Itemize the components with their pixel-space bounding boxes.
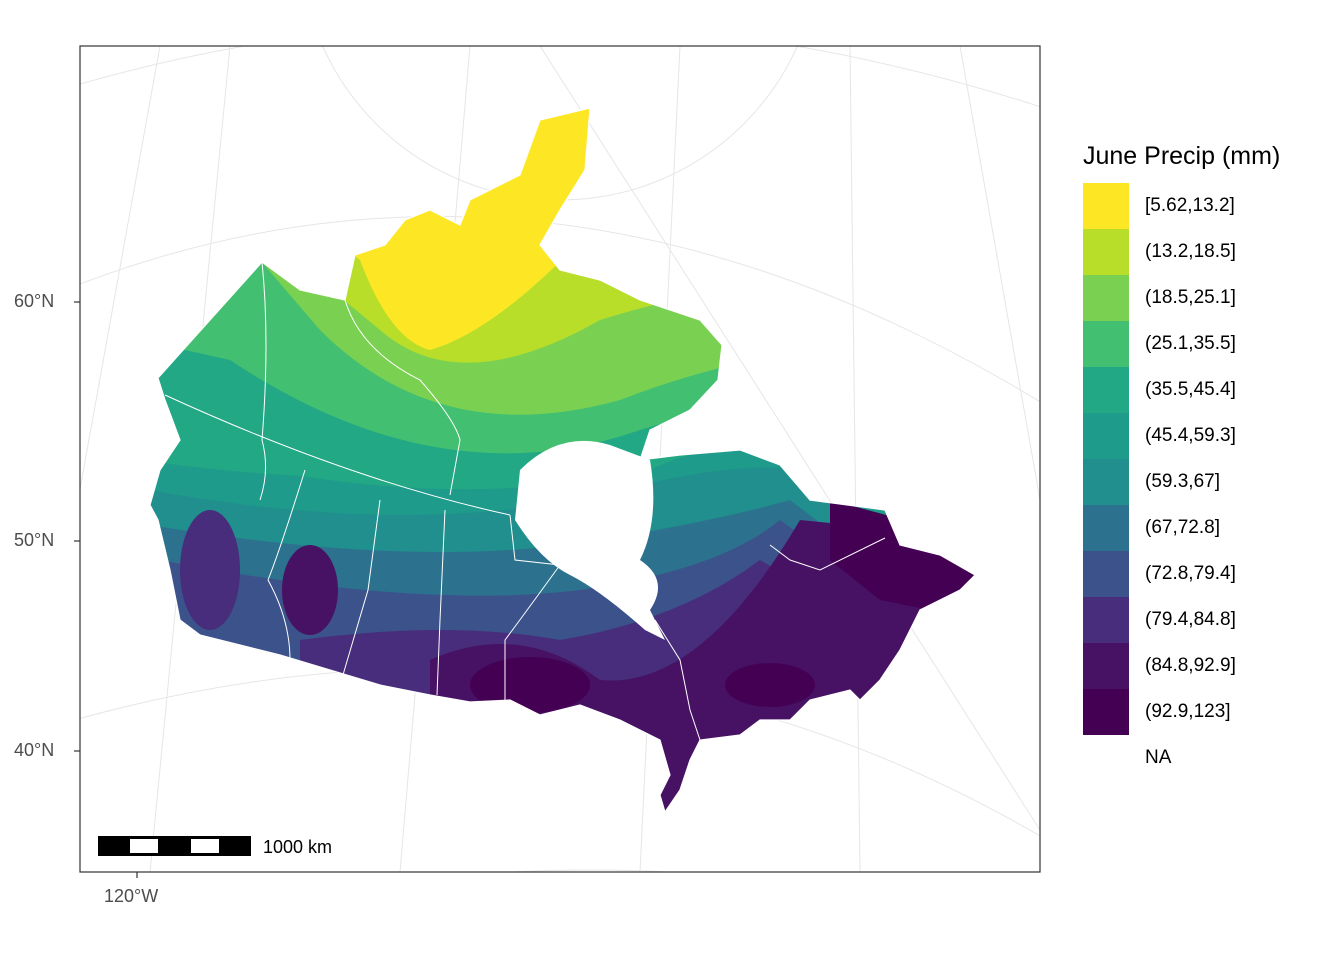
- axis-ticks: [74, 301, 138, 878]
- legend-label: (79.4,84.8]: [1145, 609, 1236, 630]
- lon-tick-label: 120°W: [104, 886, 159, 906]
- legend-label: (92.9,123]: [1145, 701, 1231, 722]
- legend-label-na: NA: [1145, 747, 1172, 768]
- legend-item: (92.9,123]: [1083, 689, 1333, 735]
- legend-label: [5.62,13.2]: [1145, 195, 1235, 216]
- legend-label: (84.8,92.9]: [1145, 655, 1236, 676]
- legend-item: (79.4,84.8]: [1083, 597, 1333, 643]
- legend-title: June Precip (mm): [1083, 142, 1281, 170]
- legend-swatch: [1083, 321, 1129, 367]
- legend-label: (67,72.8]: [1145, 517, 1220, 538]
- legend-swatch: [1083, 643, 1129, 689]
- legend-label: (25.1,35.5]: [1145, 333, 1236, 354]
- legend-item: (25.1,35.5]: [1083, 321, 1333, 367]
- band-92-123-ontario: [470, 657, 590, 713]
- band-92-123-quebec: [725, 663, 815, 707]
- legend-item: (18.5,25.1]: [1083, 275, 1333, 321]
- legend-swatch: [1083, 275, 1129, 321]
- legend-label: (35.5,45.4]: [1145, 379, 1236, 400]
- band-84-92-bc: [282, 545, 338, 635]
- legend-swatch: [1083, 183, 1129, 229]
- province-borders: [164, 261, 886, 741]
- lat-tick-label: 60°N: [14, 291, 55, 311]
- legend-swatch: [1083, 413, 1129, 459]
- lat-tick-label: 40°N: [14, 740, 55, 760]
- legend-item: (13.2,18.5]: [1083, 229, 1333, 275]
- scale-bar-label: 1000 km: [263, 837, 333, 857]
- legend-item: (72.8,79.4]: [1083, 551, 1333, 597]
- legend-item: (45.4,59.3]: [1083, 413, 1333, 459]
- legend-swatch: [1083, 367, 1129, 413]
- legend-swatch: [1083, 229, 1129, 275]
- legend-label: (13.2,18.5]: [1145, 241, 1236, 262]
- legend-item: (67,72.8]: [1083, 505, 1333, 551]
- scale-bar: [98, 836, 251, 856]
- legend-swatch: [1083, 505, 1129, 551]
- legend-label: (18.5,25.1]: [1145, 287, 1236, 308]
- legend-item: (35.5,45.4]: [1083, 367, 1333, 413]
- band-79-84-bc: [180, 510, 240, 630]
- legend-item: [5.62,13.2]: [1083, 183, 1333, 229]
- lat-tick-label: 50°N: [14, 530, 55, 550]
- legend-swatch: [1083, 689, 1129, 735]
- legend-swatch: [1083, 551, 1129, 597]
- legend-swatch: [1083, 459, 1129, 505]
- legend-label: (45.4,59.3]: [1145, 425, 1236, 446]
- legend-label: (59.3,67]: [1145, 471, 1220, 492]
- legend-item: (84.8,92.9]: [1083, 643, 1333, 689]
- hudson-bay: [515, 440, 665, 640]
- legend-label: (72.8,79.4]: [1145, 563, 1236, 584]
- panel-border: [79, 45, 1041, 873]
- legend-item: (59.3,67]: [1083, 459, 1333, 505]
- legend-swatch: [1083, 597, 1129, 643]
- legend-item-na: NA: [1083, 735, 1333, 781]
